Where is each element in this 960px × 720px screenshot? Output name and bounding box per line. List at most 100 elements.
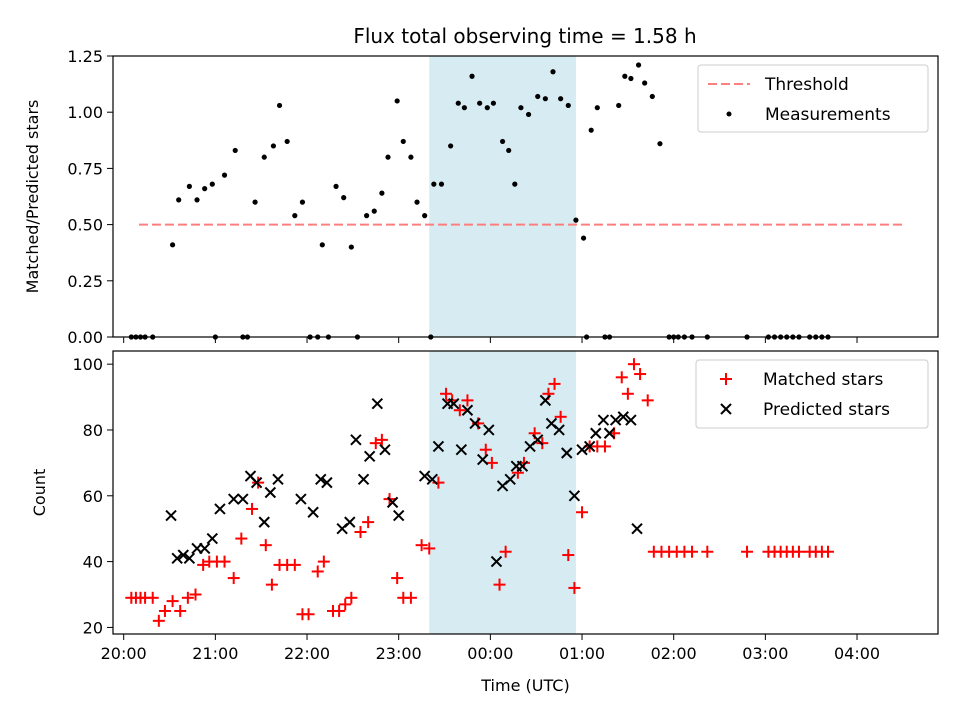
measurements-legend-swatch <box>726 111 732 117</box>
cross-stroke-b <box>455 444 468 456</box>
matched-star-point <box>686 545 699 558</box>
bottom-panel: 20 40 60 80 100 20:00 21:00 22:00 23:00 00:00 01:… <box>30 350 939 695</box>
top-y-axis-label: Matched/Predicted stars <box>23 100 42 294</box>
top-y-tick-label: 0.75 <box>67 159 103 178</box>
matched-star-point <box>423 542 436 555</box>
bottom-legend: Matched stars Predicted stars <box>695 359 929 429</box>
measurement-point <box>194 197 200 203</box>
predicted-star-point <box>418 470 431 482</box>
measurement-point <box>628 75 634 82</box>
observing-window-shade-bottom <box>429 351 576 634</box>
cross-stroke-b <box>418 470 431 482</box>
predicted-star-point <box>250 476 263 489</box>
measurement-point <box>385 154 391 160</box>
predicted-legend-swatch <box>720 403 732 415</box>
predicted-star-point <box>516 460 529 472</box>
measurement-point <box>408 154 414 160</box>
predicted-star-point <box>363 450 376 463</box>
measurement-point <box>588 127 594 133</box>
top-y-tick-label: 0.25 <box>67 272 103 291</box>
matched-star-point <box>288 558 301 571</box>
predicted-star-point <box>609 414 622 426</box>
matched-star-point <box>641 394 654 407</box>
cross-stroke-b <box>461 404 474 416</box>
cross-stroke-b <box>603 427 616 439</box>
bottom-y-axis-label: Count <box>30 469 49 517</box>
matched-star-point <box>152 614 165 627</box>
cross-stroke-b <box>469 417 481 430</box>
matched-star-point <box>615 371 628 384</box>
cross-stroke-b <box>553 424 565 436</box>
x-axis-label: Time (UTC) <box>480 676 569 695</box>
measurement-point <box>394 98 400 104</box>
top-legend: Threshold Measurements <box>697 64 929 133</box>
matched-star-point <box>701 545 714 558</box>
measurement-point <box>499 138 506 145</box>
matched-star-point <box>146 591 159 604</box>
cross-stroke-b <box>307 506 319 518</box>
cross-stroke-b <box>171 552 183 565</box>
measurement-point <box>176 197 182 203</box>
predicted-legend-label: Predicted stars <box>763 400 890 420</box>
cross-stroke-b <box>447 397 460 410</box>
predicted-star-point <box>469 417 481 430</box>
measurement-point <box>580 235 587 241</box>
matched-star-point <box>568 581 581 594</box>
predicted-star-point <box>315 473 327 486</box>
cross-stroke-b <box>631 522 643 535</box>
predicted-star-point <box>483 424 495 436</box>
measurement-point <box>319 242 325 248</box>
matched-star-point <box>302 608 315 621</box>
cross-stroke-b <box>250 476 263 489</box>
predicted-star-point <box>214 503 226 515</box>
top-plot-frame <box>112 55 939 338</box>
predicted-star-point <box>576 444 588 456</box>
measurement-point <box>525 111 532 118</box>
predicted-star-point <box>597 414 610 426</box>
predicted-star-point <box>272 473 284 486</box>
cross-stroke-b <box>344 516 356 528</box>
measurement-point <box>642 80 648 86</box>
predicted-star-point <box>237 493 249 505</box>
bottom-legend-box <box>695 359 929 429</box>
cross-stroke-b <box>617 411 629 423</box>
measurement-point <box>414 199 420 205</box>
chart-title: Flux total observing time = 1.58 h <box>353 24 696 48</box>
matched-star-point <box>453 404 466 417</box>
measurement-point <box>477 100 483 106</box>
measurement-point <box>276 102 283 109</box>
x-tick-label: 20:00 <box>101 644 147 663</box>
measurement-point <box>616 102 622 109</box>
measurement-point <box>649 93 655 100</box>
cross-stroke-b <box>392 509 405 522</box>
bottom-y-tick-label: 100 <box>72 355 103 374</box>
cross-stroke-b <box>206 532 219 545</box>
top-y-tick-label: 0.50 <box>67 216 103 235</box>
matched-star-point <box>627 358 640 371</box>
predicted-star-point <box>603 427 616 439</box>
bottom-y-tick-label: 40 <box>83 553 103 572</box>
bottom-y-tick-label: 20 <box>83 618 103 637</box>
measurement-point <box>292 213 298 219</box>
predicted-star-point <box>321 476 333 489</box>
measurement-point <box>490 100 497 106</box>
measurement-point <box>455 100 461 106</box>
predicted-star-point <box>258 516 270 528</box>
cross-stroke-b <box>609 414 622 426</box>
predicted-star-point <box>307 506 319 518</box>
measurement-point <box>438 181 445 187</box>
cross-stroke-b <box>357 473 370 486</box>
predicted-star-point <box>227 493 240 505</box>
measurement-point <box>371 208 377 214</box>
matched-star-point <box>548 377 561 390</box>
x-tick-label: 21:00 <box>192 644 238 663</box>
cross-stroke-b <box>432 440 445 453</box>
predicted-stars-points <box>165 394 643 568</box>
matched-star-point <box>792 545 805 558</box>
predicted-star-point <box>171 552 183 565</box>
predicted-star-point <box>617 411 629 423</box>
measurement-point <box>333 183 339 189</box>
predicted-star-point <box>350 434 362 446</box>
measurement-point <box>461 105 467 111</box>
measurement-point <box>209 181 215 187</box>
